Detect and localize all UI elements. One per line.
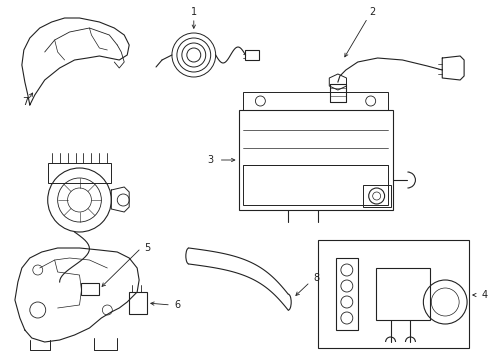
Bar (48, 163, 111, 183)
Text: 7: 7 (21, 97, 28, 107)
Bar (362, 185, 390, 207)
Text: 3: 3 (207, 155, 213, 165)
Text: 4: 4 (481, 290, 487, 300)
Text: 6: 6 (174, 300, 180, 310)
Bar (243, 165, 387, 205)
Text: 8: 8 (312, 273, 319, 283)
Bar (375, 268, 429, 320)
Text: 1: 1 (190, 7, 197, 17)
Bar (317, 240, 468, 348)
Bar (243, 92, 387, 110)
Bar (129, 292, 147, 314)
Bar (335, 258, 357, 330)
Bar (238, 110, 392, 210)
Text: 2: 2 (369, 7, 375, 17)
Bar (245, 50, 259, 60)
Bar (81, 283, 99, 295)
Text: 5: 5 (144, 243, 150, 253)
